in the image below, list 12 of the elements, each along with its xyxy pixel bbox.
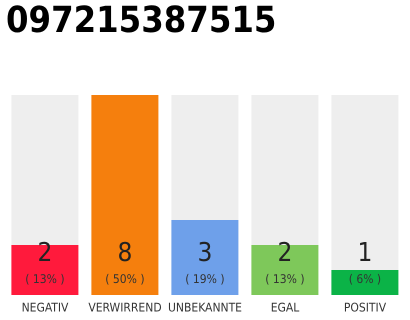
data-label: 8 ( 50% ) — [105, 238, 145, 286]
x-tick-label: POSITIV — [344, 300, 387, 315]
x-tick-label: EGAL — [270, 300, 300, 315]
data-label: 2 ( 13% ) — [265, 238, 305, 286]
x-tick-label: UNBEKANNTE — [168, 300, 242, 315]
data-label: 1 ( 6% ) — [348, 238, 382, 286]
data-label: 3 ( 19% ) — [185, 238, 225, 286]
bar — [331, 270, 398, 295]
data-label: 2 ( 13% ) — [25, 238, 65, 286]
x-tick-label: VERWIRREND — [88, 300, 162, 315]
x-tick-label: NEGATIV — [22, 300, 70, 315]
chart-title: 097215387515 — [6, 0, 276, 41]
